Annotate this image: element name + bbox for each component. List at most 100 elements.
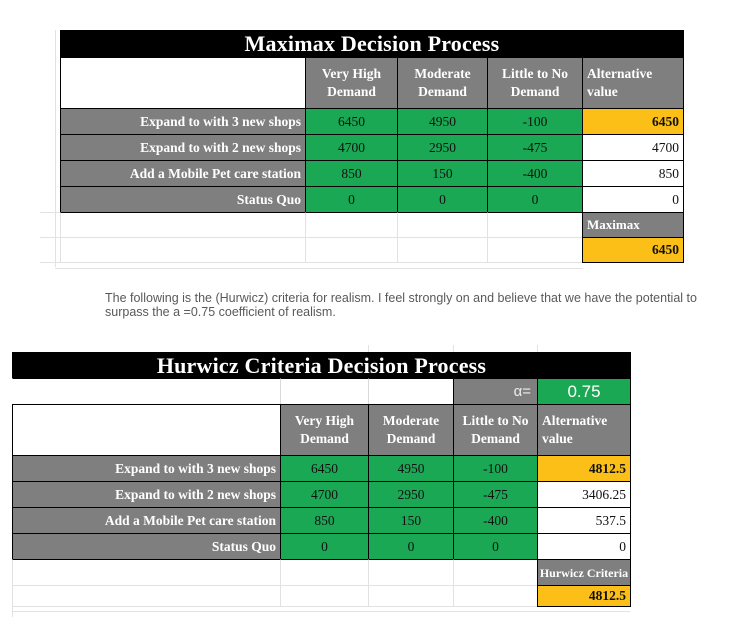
- empty-cell: [397, 237, 488, 263]
- summary-value-row: 6450: [60, 237, 684, 263]
- payoff-cell: 2950: [368, 481, 454, 508]
- empty-cell: [12, 585, 281, 607]
- empty-cell: [280, 378, 369, 405]
- table-row: Status Quo 0 0 0 0: [60, 186, 684, 213]
- column-header-moderate-demand: Moderate Demand: [368, 404, 454, 456]
- maximax-header-row: Very High Demand Moderate Demand Little …: [60, 57, 684, 109]
- alternative-value-cell: 0: [582, 186, 684, 213]
- payoff-cell: 4950: [397, 108, 488, 135]
- empty-cell: [487, 237, 583, 263]
- alternative-value-cell: 6450: [582, 108, 684, 135]
- empty-cell: [305, 237, 398, 263]
- payoff-cell: -400: [487, 160, 583, 187]
- payoff-cell: 4700: [305, 134, 398, 161]
- payoff-cell: 6450: [280, 455, 369, 482]
- table-row: Add a Mobile Pet care station 850 150 -4…: [12, 507, 631, 534]
- table-row: Expand to with 3 new shops 6450 4950 -10…: [60, 108, 684, 135]
- gridline: [12, 611, 630, 612]
- empty-cell: [487, 212, 583, 238]
- payoff-cell: -475: [453, 481, 538, 508]
- row-label: Status Quo: [12, 533, 281, 560]
- empty-cell: [453, 585, 538, 607]
- row-label: Add a Mobile Pet care station: [12, 507, 281, 534]
- column-header-moderate-demand: Moderate Demand: [397, 57, 488, 109]
- empty-cell: [453, 559, 538, 586]
- payoff-cell: -100: [487, 108, 583, 135]
- empty-cell: [12, 559, 281, 586]
- alpha-value-cell: 0.75: [537, 378, 631, 405]
- column-header-alternative-value: Alternative value: [537, 404, 631, 456]
- summary-value-row: 4812.5: [12, 585, 631, 607]
- payoff-cell: 0: [305, 186, 398, 213]
- column-header-little-to-no-demand: Little to No Demand: [453, 404, 538, 456]
- summary-label-row: Hurwicz Criteria: [12, 559, 631, 586]
- alternative-value-cell: 4700: [582, 134, 684, 161]
- empty-cell: [60, 237, 306, 263]
- alternative-value-cell: 537.5: [537, 507, 631, 534]
- gridline: [537, 345, 538, 353]
- table-row: Expand to with 2 new shops 4700 2950 -47…: [60, 134, 684, 161]
- hurwicz-criteria-value-cell: 4812.5: [537, 585, 631, 607]
- empty-cell: [368, 585, 454, 607]
- note-paragraph: The following is the (Hurwicz) criteria …: [105, 291, 697, 319]
- payoff-cell: -475: [487, 134, 583, 161]
- gridline: [40, 237, 60, 238]
- row-label: Add a Mobile Pet care station: [60, 160, 306, 187]
- column-header-very-high-demand: Very High Demand: [280, 404, 369, 456]
- empty-cell: [280, 559, 369, 586]
- empty-cell: [60, 212, 306, 238]
- row-label: Expand to with 2 new shops: [60, 134, 306, 161]
- row-label: Expand to with 2 new shops: [12, 481, 281, 508]
- gridline: [55, 30, 56, 267]
- alternative-value-cell: 4812.5: [537, 455, 631, 482]
- gridline: [55, 268, 583, 269]
- maximax-label-cell: Maximax: [582, 212, 684, 238]
- table-row: Expand to with 2 new shops 4700 2950 -47…: [12, 481, 631, 508]
- payoff-cell: 6450: [305, 108, 398, 135]
- payoff-cell: 4950: [368, 455, 454, 482]
- maximax-table: Maximax Decision Process Very High Deman…: [60, 30, 684, 263]
- hurwicz-header-row: Very High Demand Moderate Demand Little …: [12, 404, 631, 456]
- hurwicz-table: Hurwicz Criteria Decision Process α= 0.7…: [12, 352, 631, 607]
- hurwicz-title: Hurwicz Criteria Decision Process: [12, 352, 631, 379]
- payoff-cell: 150: [397, 160, 488, 187]
- empty-header-cell: [12, 404, 281, 456]
- empty-cell: [12, 378, 281, 405]
- alpha-label-cell: α=: [453, 378, 538, 405]
- column-header-very-high-demand: Very High Demand: [305, 57, 398, 109]
- payoff-cell: 850: [280, 507, 369, 534]
- payoff-cell: 0: [453, 533, 538, 560]
- gridline: [368, 345, 369, 353]
- row-label: Expand to with 3 new shops: [12, 455, 281, 482]
- payoff-cell: 0: [280, 533, 369, 560]
- column-header-alternative-value: Alternative value: [582, 57, 684, 109]
- payoff-cell: 2950: [397, 134, 488, 161]
- table-row: Expand to with 3 new shops 6450 4950 -10…: [12, 455, 631, 482]
- alternative-value-cell: 850: [582, 160, 684, 187]
- empty-cell: [368, 378, 454, 405]
- payoff-cell: -100: [453, 455, 538, 482]
- payoff-cell: 0: [368, 533, 454, 560]
- gridline: [40, 212, 60, 213]
- maximax-title-row: Maximax Decision Process: [60, 30, 684, 58]
- payoff-cell: 850: [305, 160, 398, 187]
- table-row: Add a Mobile Pet care station 850 150 -4…: [60, 160, 684, 187]
- gridline: [40, 262, 60, 263]
- maximax-title: Maximax Decision Process: [60, 30, 684, 58]
- alternative-value-cell: 3406.25: [537, 481, 631, 508]
- maximax-value-cell: 6450: [582, 237, 684, 263]
- payoff-cell: 150: [368, 507, 454, 534]
- row-label: Status Quo: [60, 186, 306, 213]
- empty-cell: [397, 212, 488, 238]
- payoff-cell: -400: [453, 507, 538, 534]
- empty-cell: [368, 559, 454, 586]
- alternative-value-cell: 0: [537, 533, 631, 560]
- empty-header-cell: [60, 57, 306, 109]
- empty-cell: [305, 212, 398, 238]
- gridline: [453, 345, 454, 353]
- summary-label-row: Maximax: [60, 212, 684, 238]
- payoff-cell: 0: [397, 186, 488, 213]
- gridline: [12, 606, 13, 617]
- table-row: Status Quo 0 0 0 0: [12, 533, 631, 560]
- payoff-cell: 4700: [280, 481, 369, 508]
